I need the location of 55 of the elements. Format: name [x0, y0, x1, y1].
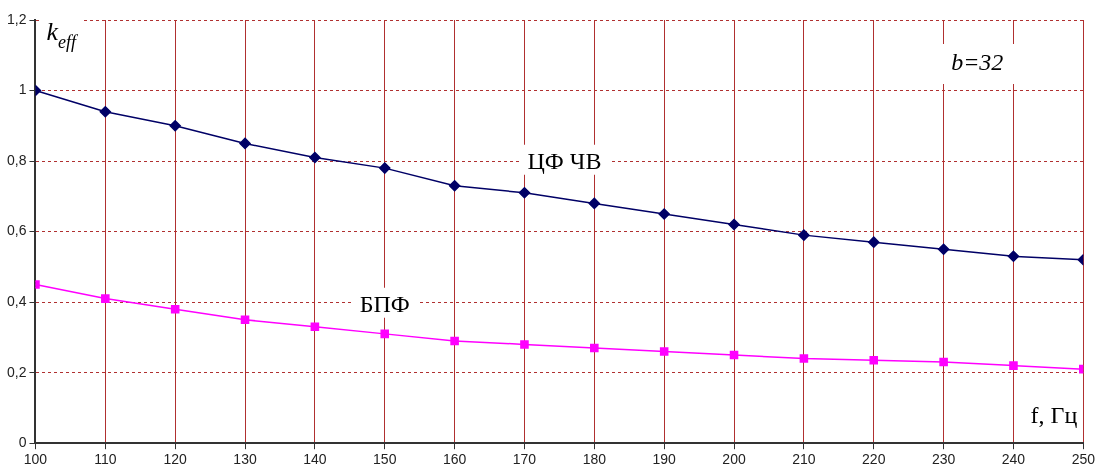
point	[869, 356, 879, 365]
point	[937, 243, 950, 255]
point	[588, 197, 601, 210]
y-tick-label: 0,8	[6, 151, 27, 168]
x-tick-label: 100	[23, 451, 48, 468]
series-label: ЦФ ЧВ	[527, 147, 602, 174]
x-tick-label: 120	[163, 451, 188, 468]
point	[239, 137, 251, 150]
point	[101, 294, 110, 303]
y-tick-label: 1	[18, 81, 27, 98]
x-tick-label: 130	[233, 451, 257, 468]
x-tick-label: 220	[862, 451, 886, 468]
x-tick-label: 210	[792, 451, 816, 468]
x-tick-label: 190	[652, 451, 677, 468]
point	[450, 336, 459, 346]
x-tick-label: 140	[303, 451, 327, 468]
y-tick-label: 0,4	[6, 292, 27, 309]
series-label: БПФ	[359, 290, 410, 317]
point	[520, 340, 529, 349]
point	[590, 343, 599, 353]
y-tick-label: 0,6	[6, 222, 27, 239]
x-axis-title: f, Гц	[1030, 402, 1078, 429]
point	[169, 120, 181, 132]
point	[659, 347, 669, 356]
x-tick-label: 110	[94, 451, 117, 468]
point	[170, 304, 180, 314]
point	[729, 350, 739, 360]
y-tick-label: 0,2	[6, 363, 27, 380]
point	[310, 322, 320, 332]
x-tick-label: 230	[931, 451, 956, 468]
point	[1009, 361, 1018, 370]
y-tick-label: 0	[18, 434, 27, 451]
point	[798, 229, 810, 241]
y-tick-label: 1,2	[6, 10, 27, 27]
point	[240, 315, 250, 325]
point	[99, 105, 112, 118]
point	[868, 236, 880, 248]
point	[309, 151, 321, 164]
point	[379, 162, 391, 174]
x-tick-label: 240	[1001, 451, 1026, 468]
x-tick-label: 200	[722, 451, 746, 468]
point	[728, 218, 740, 231]
point	[448, 180, 461, 192]
x-tick-label: 250	[1071, 451, 1096, 468]
point	[658, 208, 670, 220]
point	[1007, 250, 1020, 263]
point	[939, 357, 948, 367]
annotation: b=32	[951, 49, 1004, 75]
x-tick-label: 170	[512, 451, 537, 468]
x-tick-label: 160	[442, 451, 467, 468]
point	[518, 187, 531, 199]
point	[380, 329, 390, 339]
point	[799, 354, 809, 363]
x-tick-label: 150	[373, 451, 397, 468]
x-tick-label: 180	[582, 451, 607, 468]
